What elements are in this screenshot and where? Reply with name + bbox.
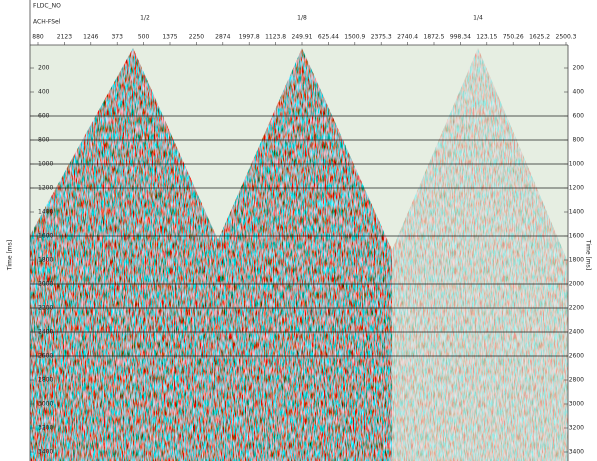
right-tick-label: 600: [573, 113, 585, 120]
left-tick-label: 2600: [38, 353, 53, 360]
trace-label: 500: [138, 34, 150, 41]
panel-label: 1/8: [297, 15, 307, 22]
right-tick-label: 1600: [569, 233, 584, 240]
trace-label: 373: [111, 34, 123, 41]
panel-label: 1/4: [473, 15, 483, 22]
left-tick-label: 1400: [38, 209, 53, 216]
trace-label: 750.26: [503, 34, 524, 41]
left-tick-label: 2800: [38, 377, 53, 384]
right-tick-label: 2600: [569, 353, 584, 360]
trace-label: 1625.2: [529, 34, 550, 41]
page: {"header": {"line_label": "FLDC_NO", "ke…: [0, 0, 597, 461]
left-tick-label: 3200: [38, 425, 53, 432]
right-tick-label: 1000: [569, 161, 584, 168]
trace-label: 1997.8: [239, 34, 260, 41]
right-tick-label: 400: [573, 89, 585, 96]
trace-label: 1375: [162, 34, 177, 41]
right-tick-label: 2000: [569, 281, 584, 288]
seismic-viewer: FLDC_NO ACH-FSel Time [ms] Time [ms] 1/2…: [0, 0, 597, 461]
trace-label: 249.91: [292, 34, 313, 41]
left-tick-label: 2000: [38, 281, 53, 288]
right-tick-label: 1400: [569, 209, 584, 216]
right-tick-label: 1800: [569, 257, 584, 264]
right-axis-title: Time [ms]: [585, 239, 592, 270]
line-label: FLDC_NO: [33, 3, 61, 10]
left-tick-label: 600: [38, 113, 50, 120]
key-label: ACH-FSel: [33, 19, 61, 26]
panel-label: 1/2: [140, 15, 150, 22]
left-tick-label: 1000: [38, 161, 53, 168]
trace-label: 2500.3: [556, 34, 577, 41]
right-tick-label: 3200: [569, 425, 584, 432]
left-tick-label: 800: [38, 137, 50, 144]
left-tick-label: 2200: [38, 305, 53, 312]
left-tick-label: 3000: [38, 401, 53, 408]
trace-label: 625.44: [318, 34, 339, 41]
left-tick-label: 200: [38, 65, 50, 72]
trace-label: 1500.9: [344, 34, 365, 41]
right-tick-label: 2400: [569, 329, 584, 336]
trace-label: 2250: [189, 34, 204, 41]
right-tick-label: 3000: [569, 401, 584, 408]
right-tick-label: 2200: [569, 305, 584, 312]
left-tick-label: 2400: [38, 329, 53, 336]
right-tick-label: 200: [573, 65, 585, 72]
trace-label: 2874: [215, 34, 230, 41]
trace-label: 123.15: [476, 34, 497, 41]
trace-label: 1872.5: [424, 34, 445, 41]
trace-label: 2375.3: [371, 34, 392, 41]
trace-label: 1246: [83, 34, 98, 41]
right-tick-label: 800: [573, 137, 585, 144]
trace-label: 2123: [57, 34, 72, 41]
left-axis-title: Time [ms]: [7, 240, 14, 271]
left-tick-label: 1600: [38, 233, 53, 240]
left-tick-label: 1800: [38, 257, 53, 264]
left-tick-label: 1200: [38, 185, 53, 192]
trace-label: 998.34: [450, 34, 471, 41]
trace-label: 1123.8: [265, 34, 286, 41]
right-tick-label: 3400: [569, 449, 584, 456]
trace-label: 880: [32, 34, 44, 41]
trace-label: 2740.4: [397, 34, 418, 41]
right-tick-label: 1200: [569, 185, 584, 192]
left-tick-label: 3400: [38, 449, 53, 456]
right-tick-label: 2800: [569, 377, 584, 384]
left-tick-label: 400: [38, 89, 50, 96]
